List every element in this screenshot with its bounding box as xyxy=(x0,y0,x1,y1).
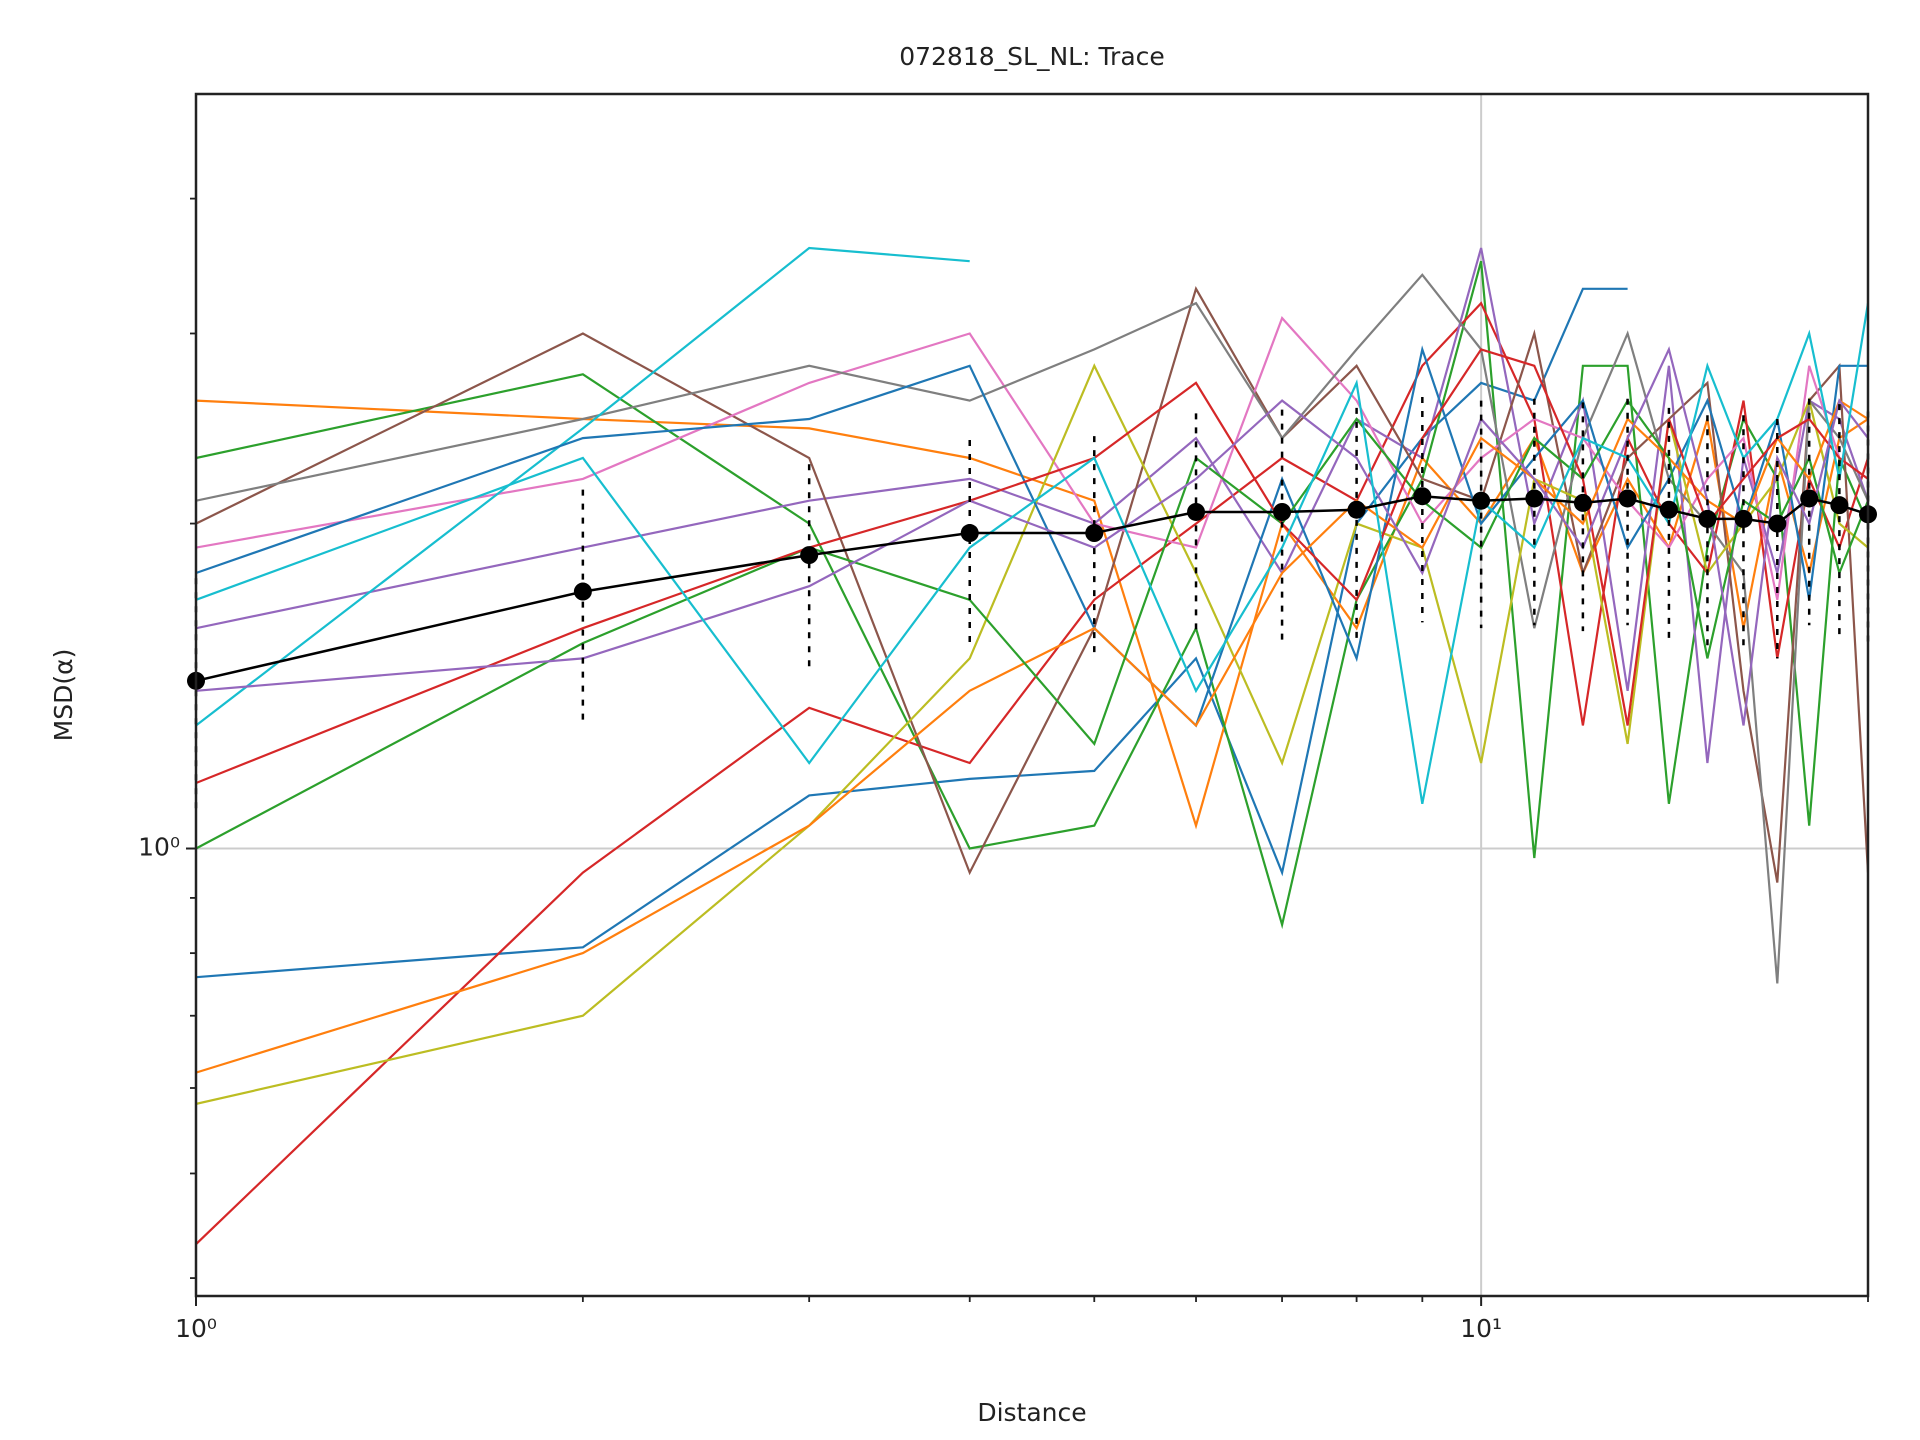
mean-point xyxy=(1800,489,1819,508)
mean-point xyxy=(1734,509,1753,528)
mean-point xyxy=(1085,524,1104,543)
axes-frame xyxy=(194,92,1870,1298)
x-axis-label: Distance xyxy=(977,1398,1086,1427)
ticks: 10⁰ 10¹ 10⁰ xyxy=(138,197,1869,1343)
trace-line xyxy=(196,316,1868,601)
x-tick-label: 10⁰ xyxy=(175,1314,217,1343)
mean-point xyxy=(1187,502,1206,521)
trace-line xyxy=(196,246,970,727)
y-axis-label: MSD(α) xyxy=(49,649,78,742)
mean-point xyxy=(960,524,979,543)
mean-point xyxy=(1573,493,1592,512)
chart-title: 072818_SL_NL: Trace xyxy=(899,42,1165,71)
mean-point xyxy=(1273,502,1292,521)
x-tick-label: 10¹ xyxy=(1460,1314,1502,1343)
trace-line xyxy=(196,247,1868,764)
traces xyxy=(196,246,1868,1245)
trace-line xyxy=(196,398,1868,1074)
trace-line xyxy=(196,286,1868,883)
trace-line xyxy=(196,301,1868,1245)
mean-point xyxy=(1525,489,1544,508)
trace-line xyxy=(196,346,1868,726)
trace-line xyxy=(196,348,1868,785)
trace-line xyxy=(196,363,1868,1105)
y-tick-label: 10⁰ xyxy=(138,833,180,862)
mean-point xyxy=(1698,509,1717,528)
mean-point xyxy=(1830,496,1849,515)
mean-point xyxy=(1659,500,1678,519)
trace-line xyxy=(196,260,1868,930)
mean-point xyxy=(1618,489,1637,508)
mean-point xyxy=(1413,487,1432,506)
mean-point xyxy=(1472,491,1491,510)
mean-point xyxy=(1347,500,1366,519)
trace-line xyxy=(196,273,1868,984)
mean-point xyxy=(573,582,592,601)
mean-point xyxy=(800,546,819,565)
mean-point xyxy=(1768,514,1787,533)
